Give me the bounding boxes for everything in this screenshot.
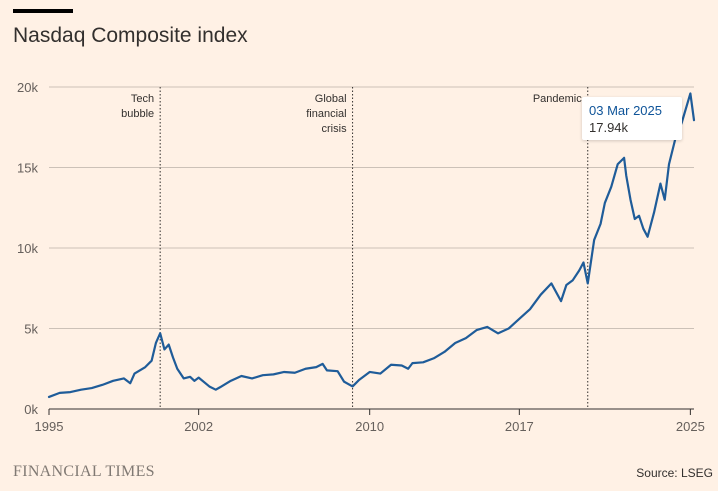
tooltip-date: 03 Mar 2025 (589, 103, 662, 118)
data-tooltip: 03 Mar 2025 17.94k (582, 97, 682, 140)
source-note: Source: LSEG (636, 466, 713, 480)
annotations: Tech bubble Global financial crisis Pandemic (121, 87, 589, 409)
annotation-label: Global (315, 93, 347, 105)
y-tick-label: 10k (17, 241, 38, 256)
x-tick-label: 2017 (505, 419, 534, 434)
series-layer (47, 92, 696, 399)
series-line-nasdaq (47, 92, 696, 399)
tooltip-value: 17.94k (589, 120, 629, 135)
y-tick-label: 5k (24, 322, 38, 337)
axes: 0k 5k 10k 15k 20k 1995 2002 2010 2017 2025 (17, 80, 705, 434)
x-tick-label: 2002 (184, 419, 213, 434)
x-tick-label: 2025 (676, 419, 705, 434)
gridlines (49, 86, 694, 329)
y-tick-label: 15k (17, 161, 38, 176)
page-title: Nasdaq Composite index (13, 24, 248, 47)
y-tick-label: 0k (24, 402, 38, 417)
x-tick-label: 2010 (355, 419, 384, 434)
ft-top-rule (13, 9, 73, 13)
annotation-label: bubble (121, 108, 154, 120)
annotation-label: Tech (131, 93, 154, 105)
annotation-label: financial (306, 108, 346, 120)
ft-brand-logo: FINANCIAL TIMES (13, 463, 155, 480)
y-tick-label: 20k (17, 80, 38, 95)
annotation-label: Pandemic (533, 93, 582, 105)
annotation-label: crisis (322, 123, 348, 135)
x-tick-label: 1995 (35, 419, 64, 434)
